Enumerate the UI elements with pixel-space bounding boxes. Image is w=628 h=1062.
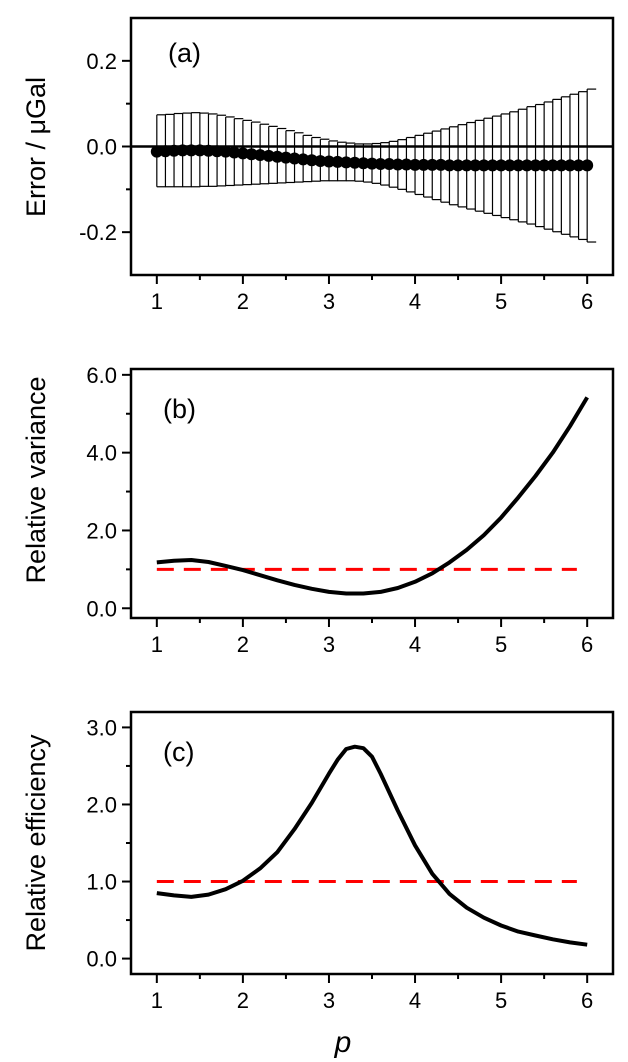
x-tick-label: 6 [581, 632, 593, 657]
panel-b-axes: 1 2 3 4 5 6 6.0 4.0 2.0 0.0 [86, 363, 593, 657]
data-point [512, 159, 525, 172]
data-point [366, 157, 378, 170]
data-point [159, 145, 172, 158]
x-tick-label: 6 [581, 289, 593, 314]
panel-b: 1 2 3 4 5 6 6.0 4.0 2.0 0.0 (b) Relative variance [21, 363, 615, 657]
data-point [477, 159, 490, 172]
data-point [520, 159, 533, 172]
x-tick-label: 3 [323, 289, 335, 314]
data-point [495, 159, 508, 172]
x-tick-label: 1 [151, 289, 163, 314]
data-point [417, 158, 430, 171]
panel-c-ylabel: Relative efficiency [21, 734, 51, 952]
y-tick-label: 0.0 [86, 947, 117, 972]
x-tick-label: 1 [151, 988, 163, 1013]
y-tick-label: 4.0 [86, 441, 117, 466]
panel-c: 1 2 3 4 5 6 3.0 2.0 1.0 0.0 (c) Relative efficien… [21, 710, 615, 1013]
data-point [555, 159, 568, 172]
data-point [193, 144, 206, 157]
x-tick-label: 2 [237, 632, 249, 657]
data-point [452, 159, 465, 172]
data-point [546, 159, 559, 172]
y-tick-label: 0.0 [86, 596, 117, 621]
x-tick-label: 4 [409, 289, 421, 314]
y-tick-label: 1.0 [86, 870, 117, 895]
data-point [486, 159, 499, 172]
y-tick-label: 0.0 [86, 135, 117, 160]
data-point [469, 159, 482, 172]
data-point [236, 147, 249, 160]
data-point [168, 144, 181, 157]
data-point [581, 159, 594, 172]
panel-a: 1 2 3 4 5 6 0.2 0.0 -0.2 (a) Error / μGal [21, 16, 615, 314]
x-tick-label: 2 [237, 289, 249, 314]
panel-c-label: (c) [163, 737, 194, 767]
panel-a-points [150, 144, 594, 172]
data-point [529, 159, 542, 172]
y-tick-label: 2.0 [86, 792, 117, 817]
y-tick-label: 6.0 [86, 363, 117, 388]
y-tick-label: 3.0 [86, 715, 117, 740]
panel-b-frame [129, 367, 615, 620]
data-point [254, 149, 267, 162]
data-point [563, 159, 576, 172]
data-point [150, 145, 163, 158]
data-point [176, 144, 189, 157]
data-point [340, 156, 353, 169]
data-point [374, 158, 387, 171]
data-point [271, 150, 284, 163]
panel-b-variance-line [156, 396, 589, 596]
data-point [262, 149, 275, 162]
y-tick-label: 2.0 [86, 518, 117, 543]
data-point [383, 158, 396, 171]
panel-a-axes: 1 2 3 4 5 6 0.2 0.0 -0.2 [79, 49, 593, 314]
panel-c-efficiency-line [156, 744, 588, 947]
x-tick-label: 3 [323, 632, 335, 657]
x-tick-label: 3 [323, 988, 335, 1013]
data-point [279, 151, 292, 164]
panel-a-ylabel: Error / μGal [21, 77, 51, 217]
y-tick-label: -0.2 [79, 220, 117, 245]
x-tick-label: 2 [237, 988, 249, 1013]
data-point [357, 157, 370, 170]
x-tick-label: 5 [495, 988, 507, 1013]
data-point [245, 148, 258, 161]
data-point [460, 159, 473, 172]
data-point [391, 158, 404, 171]
data-point [297, 153, 310, 166]
panel-b-label: (b) [163, 394, 196, 424]
x-tick-label: 5 [495, 632, 507, 657]
data-point [348, 156, 361, 169]
panel-a-label: (a) [168, 38, 201, 68]
data-point [434, 158, 447, 171]
data-point [185, 144, 198, 157]
data-point [400, 158, 413, 171]
x-tick-label: 4 [409, 988, 421, 1013]
x-tick-label: 5 [495, 289, 507, 314]
data-point [288, 152, 301, 165]
data-point [228, 146, 241, 159]
y-tick-label: 0.2 [86, 49, 117, 74]
x-tick-label: 4 [409, 632, 421, 657]
data-point [202, 144, 215, 157]
x-tick-label: 6 [581, 988, 593, 1013]
panel-c-axes: 1 2 3 4 5 6 3.0 2.0 1.0 0.0 [86, 715, 593, 1013]
panel-b-ylabel: Relative variance [21, 376, 51, 583]
x-tick-label: 1 [151, 632, 163, 657]
data-point [219, 145, 232, 158]
x-axis-label: p [334, 1026, 352, 1059]
data-point [409, 158, 422, 171]
data-point [211, 145, 224, 158]
data-point [314, 155, 327, 168]
data-point [305, 154, 318, 167]
data-point [503, 159, 516, 172]
data-point [426, 158, 439, 171]
data-point [331, 155, 344, 168]
data-point [322, 155, 335, 168]
data-point [538, 159, 551, 172]
data-point [572, 159, 585, 172]
data-point [443, 159, 456, 172]
